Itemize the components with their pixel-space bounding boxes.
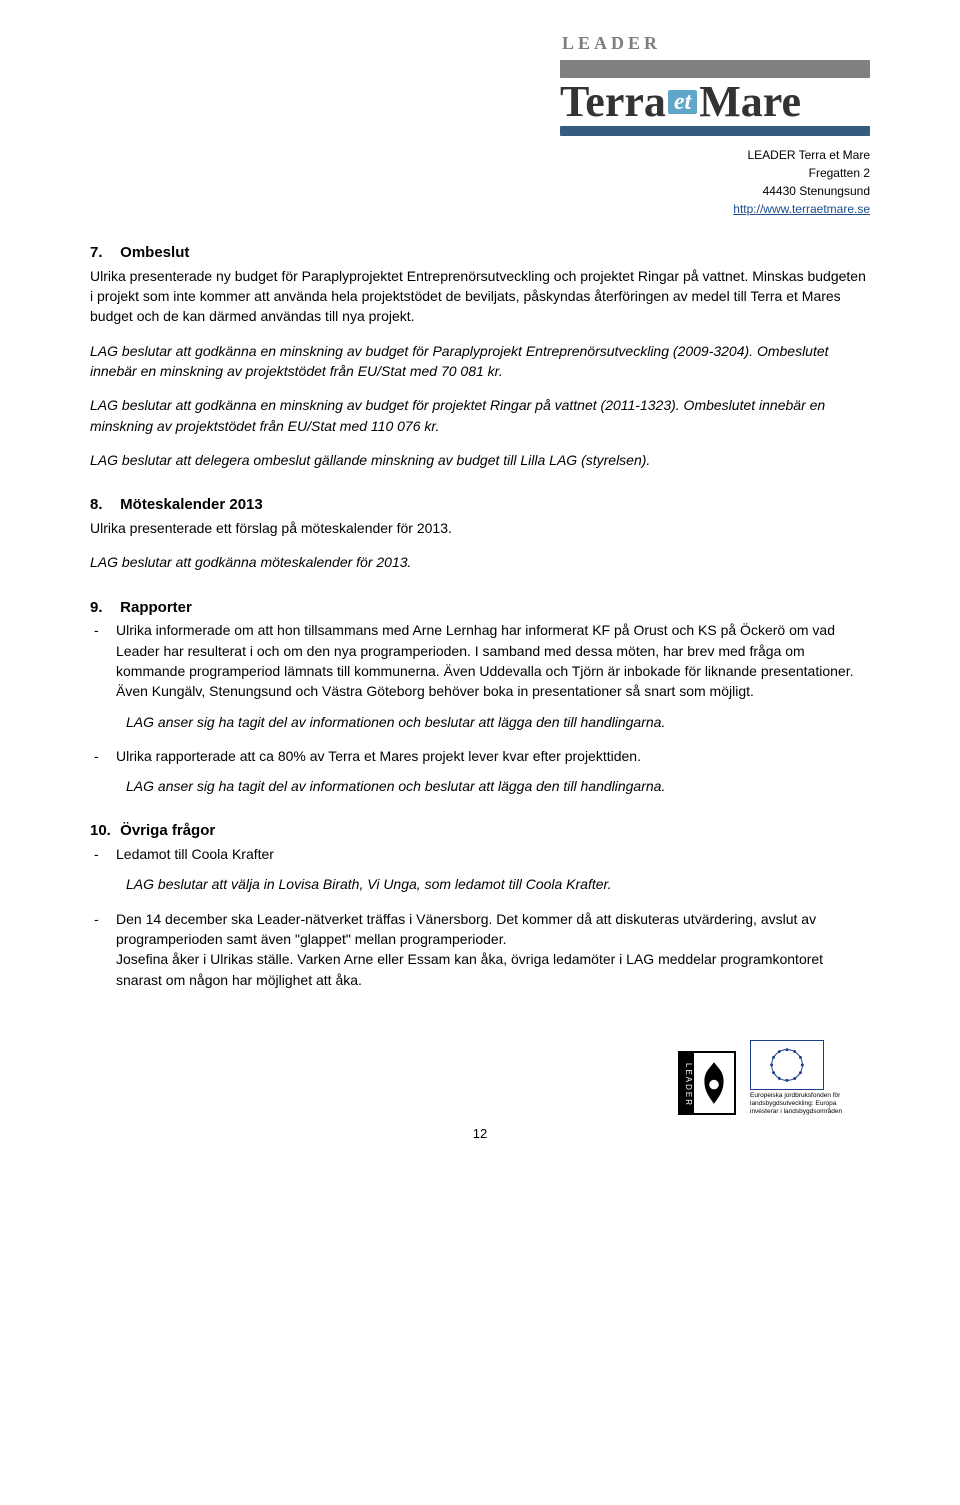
section-heading-8: 8. Möteskalender 2013 — [90, 494, 870, 516]
list-item: Ledamot till Coola Krafter LAG beslutar … — [90, 844, 870, 895]
logo-grey-bar — [560, 60, 870, 78]
section-number: 8. — [90, 494, 116, 516]
logo-brand: TerraetMare — [560, 80, 870, 124]
eu-flag-icon — [750, 1040, 824, 1090]
section-heading-7: 7. Ombeslut — [90, 242, 870, 264]
logo-block: LEADER TerraetMare LEADER Terra et Mare … — [560, 30, 870, 218]
section-title: Möteskalender 2013 — [120, 496, 263, 513]
logo-blue-bar — [560, 126, 870, 136]
section-number: 10. — [90, 820, 116, 842]
eu-caption-line: Europeiska jordbruksfonden för — [750, 1092, 870, 1100]
section-9-list: Ulrika informerade om att hon tillsamman… — [90, 620, 870, 796]
section-title: Rapporter — [120, 599, 192, 616]
footer: LEADER — [90, 1040, 870, 1115]
section-10-list: Ledamot till Coola Krafter LAG beslutar … — [90, 844, 870, 990]
address-line: LEADER Terra et Mare — [560, 146, 870, 164]
eu-caption-line: investerar i landsbygdsområden — [750, 1108, 870, 1116]
footer-leader-side-text: LEADER — [680, 1053, 694, 1113]
resolution: LAG beslutar att godkänna en minskning a… — [90, 395, 870, 436]
address-link[interactable]: http://www.terraetmare.se — [733, 202, 870, 216]
section-title: Ombeslut — [120, 244, 189, 261]
section-heading-10: 10. Övriga frågor — [90, 820, 870, 842]
list-item-text: Ledamot till Coola Krafter — [116, 844, 870, 864]
logo-terra: Terra — [560, 77, 666, 126]
page-number: 12 — [90, 1125, 870, 1144]
section-heading-9: 9. Rapporter — [90, 597, 870, 619]
list-item-text: Ulrika informerade om att hon tillsamman… — [116, 620, 870, 701]
paragraph: Ulrika presenterade ny budget för Parapl… — [90, 266, 870, 327]
list-item: Ulrika informerade om att hon tillsamman… — [90, 620, 870, 731]
leader-icon — [698, 1057, 730, 1109]
logo-leader-text: LEADER — [560, 30, 870, 56]
eu-caption-line: landsbygdsutveckling: Europa — [750, 1100, 870, 1108]
footer-leader-logo: LEADER — [678, 1051, 736, 1115]
resolution: LAG anser sig ha tagit del av informatio… — [116, 776, 870, 796]
logo-et: et — [668, 90, 697, 114]
section-number: 7. — [90, 242, 116, 264]
resolution: LAG anser sig ha tagit del av informatio… — [116, 712, 870, 732]
section-number: 9. — [90, 597, 116, 619]
address-block: LEADER Terra et Mare Fregatten 2 44430 S… — [560, 146, 870, 218]
list-item: Den 14 december ska Leader-nätverket trä… — [90, 909, 870, 990]
eu-caption: Europeiska jordbruksfonden för landsbygd… — [750, 1092, 870, 1115]
logo-mare: Mare — [699, 77, 801, 126]
header: LEADER TerraetMare LEADER Terra et Mare … — [90, 30, 870, 218]
address-line: 44430 Stenungsund — [560, 182, 870, 200]
footer-eu-block: Europeiska jordbruksfonden för landsbygd… — [750, 1040, 870, 1115]
resolution: LAG beslutar att välja in Lovisa Birath,… — [116, 874, 870, 894]
section-title: Övriga frågor — [120, 822, 215, 839]
list-item-text: Ulrika rapporterade att ca 80% av Terra … — [116, 746, 870, 766]
address-line: Fregatten 2 — [560, 164, 870, 182]
resolution: LAG beslutar att godkänna en minskning a… — [90, 341, 870, 382]
list-item-text: Den 14 december ska Leader-nätverket trä… — [116, 909, 870, 990]
list-item: Ulrika rapporterade att ca 80% av Terra … — [90, 746, 870, 797]
resolution: LAG beslutar att delegera ombeslut gälla… — [90, 450, 870, 470]
resolution: LAG beslutar att godkänna möteskalender … — [90, 552, 870, 572]
paragraph: Ulrika presenterade ett förslag på mötes… — [90, 518, 870, 538]
